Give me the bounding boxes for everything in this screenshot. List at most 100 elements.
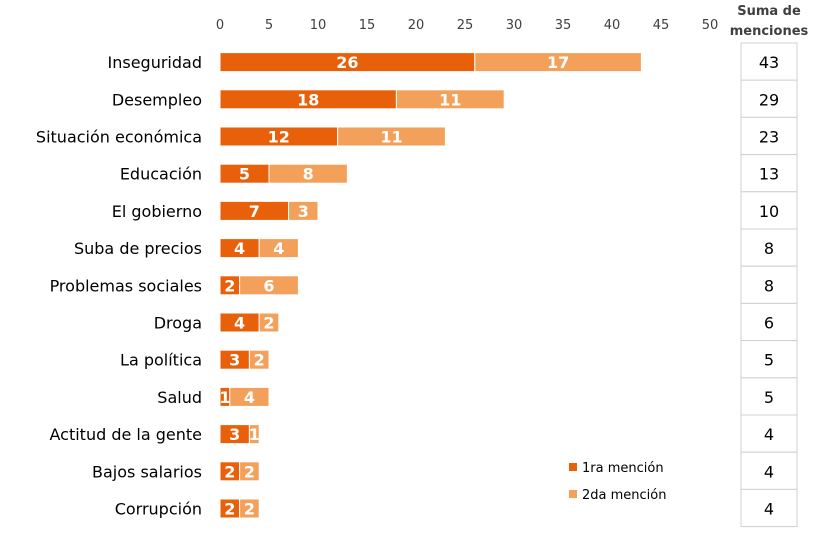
bar-segment <box>288 200 319 221</box>
sum-cell <box>740 116 798 156</box>
sum-header-line-1: Suma de <box>737 4 801 19</box>
bar-data-label: 2 <box>244 500 255 519</box>
bar-data-label: 2 <box>224 462 235 481</box>
bar-data-label: 2 <box>263 314 274 333</box>
sum-cell <box>740 488 798 528</box>
bar-data-label: 11 <box>439 90 461 109</box>
bar-data-label: 12 <box>268 128 290 147</box>
category-label: Desempleo <box>112 90 202 109</box>
category-label: Salud <box>157 388 202 407</box>
category-label: Inseguridad <box>108 53 202 72</box>
legend-swatch-1ra <box>569 463 577 471</box>
sum-cell <box>740 79 798 118</box>
bar-segment <box>268 163 348 184</box>
legend: 1ra mención 2da mención <box>569 461 666 503</box>
x-tick-label: 30 <box>506 18 523 33</box>
sum-value: 5 <box>764 351 774 370</box>
bar-data-label: 2 <box>224 500 235 519</box>
bar-data-label: 2 <box>224 276 235 295</box>
x-tick-label: 5 <box>265 18 273 33</box>
bar-data-label: 4 <box>244 388 255 407</box>
bar-data-label: 1 <box>219 388 230 407</box>
bar-data-label: 2 <box>244 462 255 481</box>
x-tick-label: 40 <box>604 18 621 33</box>
category-label: Problemas sociales <box>50 276 202 295</box>
x-tick-label: 35 <box>555 18 572 33</box>
sum-cell <box>740 42 798 81</box>
sum-cell <box>740 228 798 267</box>
bar-data-label: 4 <box>234 314 245 333</box>
sum-header-line-2: menciones <box>730 24 809 39</box>
category-label: Suba de precios <box>74 239 202 258</box>
bar-segment <box>258 312 280 333</box>
x-tick-label: 0 <box>216 18 224 33</box>
bar-data-label: 3 <box>298 202 309 221</box>
category-label: El gobierno <box>112 202 202 221</box>
x-tick-label: 50 <box>702 18 719 33</box>
bar-data-label: 2 <box>254 351 265 370</box>
sum-value: 5 <box>764 388 774 407</box>
bar-segment <box>395 89 505 110</box>
legend-label-2da: 2da mención <box>582 488 666 503</box>
x-axis-ticks: 0 5 10 15 20 25 30 35 40 45 50 <box>216 18 718 33</box>
category-label: Droga <box>154 314 202 333</box>
sum-cell <box>740 451 798 490</box>
sum-value: 4 <box>764 500 774 519</box>
sum-value: 8 <box>764 276 774 295</box>
bar-data-label: 3 <box>229 425 240 444</box>
bar-data-label: 17 <box>547 53 569 72</box>
bar-segment <box>229 386 270 407</box>
bar-segment <box>248 349 270 370</box>
bar-segment <box>239 461 260 482</box>
bar-data-label: 3 <box>229 351 240 370</box>
sum-cell <box>740 340 798 379</box>
sum-cell <box>740 265 798 304</box>
sum-value: 10 <box>759 202 779 221</box>
bar-data-label: 18 <box>297 90 319 109</box>
sum-column: Suma de menciones 43 29 23 13 10 8 8 6 5 5 4 4 4 <box>730 4 809 528</box>
sum-value: 23 <box>759 128 779 147</box>
category-label: Situación económica <box>36 128 202 147</box>
sum-value: 43 <box>759 53 779 72</box>
sum-cell <box>740 377 798 416</box>
bar-segment <box>239 275 299 296</box>
category-label: Educación <box>120 165 202 184</box>
category-label: Corrupción <box>115 500 202 519</box>
sum-cell <box>740 154 798 193</box>
bar-data-label: 26 <box>336 53 358 72</box>
x-tick-label: 25 <box>457 18 474 33</box>
bar-segment <box>248 424 260 445</box>
category-label: Bajos salarios <box>92 462 202 481</box>
bar-data-label: 5 <box>239 165 250 184</box>
bar-segment <box>239 498 260 519</box>
category-label: Actitud de la gente <box>49 425 202 444</box>
legend-swatch-2da <box>569 490 577 498</box>
sum-cell <box>740 302 798 342</box>
legend-label-1ra: 1ra mención <box>582 461 664 476</box>
category-labels: Inseguridad Desempleo Situación económica E… <box>36 53 202 518</box>
sum-value: 6 <box>764 314 774 333</box>
sum-value: 4 <box>764 425 774 444</box>
bar-data-label: 4 <box>273 239 284 258</box>
bar-data-label: 1 <box>249 425 260 444</box>
bar-segment <box>337 126 446 147</box>
x-tick-label: 15 <box>359 18 376 33</box>
sum-value: 4 <box>764 462 774 481</box>
x-tick-label: 10 <box>310 18 327 33</box>
sum-value: 13 <box>759 165 779 184</box>
sum-cell <box>740 414 798 453</box>
sum-cell <box>740 191 798 230</box>
sum-value: 8 <box>764 239 774 258</box>
bar-data-label: 11 <box>380 128 402 147</box>
bar-data-label: 7 <box>249 202 260 221</box>
bar-data-label: 8 <box>303 165 314 184</box>
x-tick-label: 45 <box>653 18 670 33</box>
bar-segment <box>474 52 642 73</box>
x-tick-label: 20 <box>408 18 425 33</box>
bar-data-label: 6 <box>263 276 274 295</box>
bar-segment <box>258 238 299 259</box>
bar-data-label: 4 <box>234 239 245 258</box>
sum-value: 29 <box>759 90 779 109</box>
